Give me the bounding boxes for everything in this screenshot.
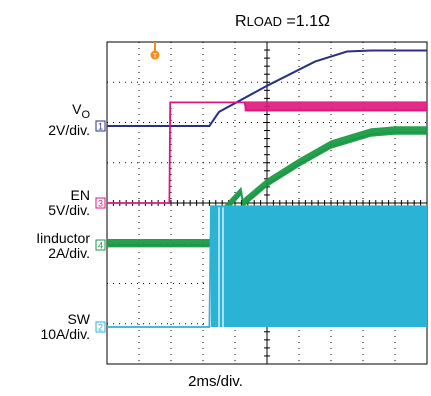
channel-marker-en [95,197,106,209]
sw-label: SW 10A/div. [24,312,90,342]
title-subscript: LOAD [246,14,282,29]
channel-marker-sw [95,321,106,333]
chart-title: RLOAD =1.1Ω [235,13,330,31]
sw-scale: 10A/div. [40,326,90,342]
series-line-en [107,101,427,204]
vo-name: V [72,101,82,117]
vo-scale: 2V/div. [48,121,90,138]
channel-marker-vo [95,120,106,132]
channel-marker-label-en: 3 [98,199,103,209]
series-line-vo [107,49,427,127]
en-name: EN [70,187,90,203]
channel-marker-label-sw: 2 [98,323,103,333]
trigger-marker-label: T [153,53,158,60]
trigger-marker [150,50,160,60]
il-name: Iinductor [36,230,90,246]
en-label: EN 5V/div. [30,188,90,218]
il-scale: 2A/div. [48,245,90,261]
series-band-iinductor [107,126,427,248]
channel-marker-il [95,239,106,251]
series-band-sw [211,206,427,327]
en-scale: 5V/div. [48,202,90,218]
channel-marker-label-il: 4 [98,241,103,251]
il-label: Iinductor 2A/div. [14,231,90,261]
sw-name: SW [67,311,90,327]
series-line-sw [107,205,427,328]
channel-marker-label-vo: 1 [98,122,103,132]
title-suffix: =1.1Ω [281,13,330,30]
series-band-en [244,101,427,112]
x-axis-label: 2ms/div. [188,373,243,390]
title-prefix: R [235,13,247,30]
vo-label: VO 2V/div. [30,102,90,138]
vo-sub: O [81,108,90,121]
